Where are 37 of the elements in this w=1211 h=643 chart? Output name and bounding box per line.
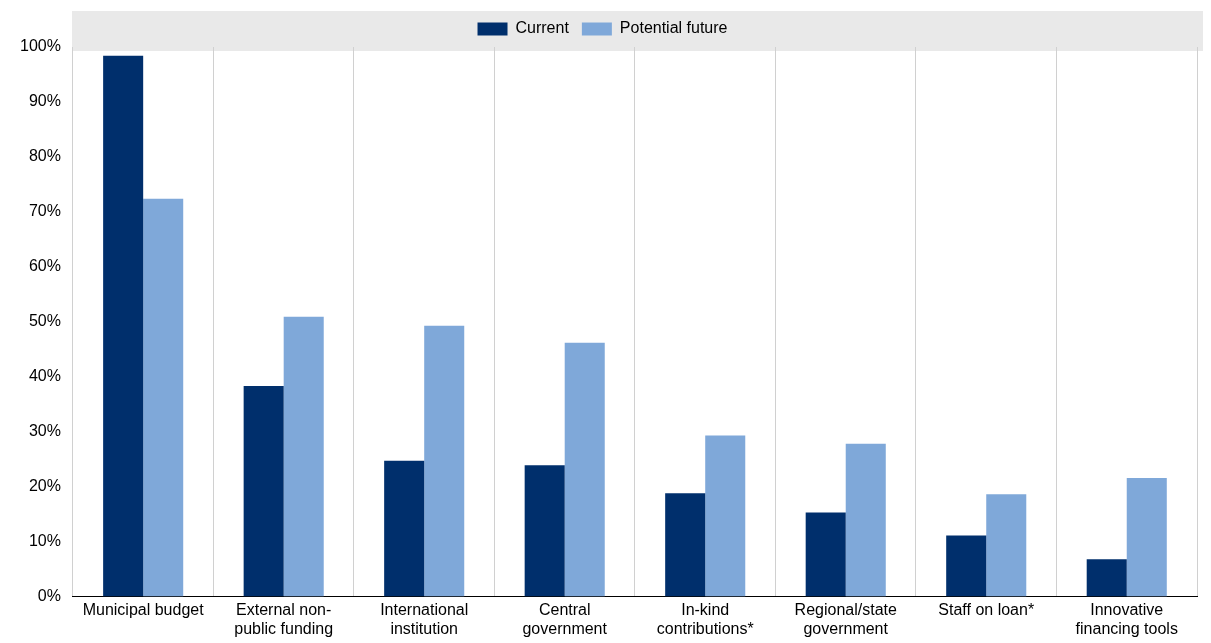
bar [564, 342, 605, 597]
bar [524, 465, 565, 597]
legend-label: Potential future [619, 19, 728, 37]
bar [986, 494, 1027, 597]
bar [103, 55, 144, 597]
bar [845, 443, 886, 597]
x-tick-label: Central government [522, 600, 608, 637]
x-tick-label: In-kind contributions* [656, 600, 754, 637]
legend-label: Current [515, 19, 570, 37]
x-tick-label: Innovative financing tools [1075, 600, 1178, 637]
x-tick-label: Municipal budget [82, 600, 205, 618]
bar [665, 493, 706, 597]
bar [1126, 477, 1167, 597]
bar [705, 435, 746, 597]
bar [946, 535, 987, 597]
bar [424, 325, 465, 597]
x-tick-label: International institution [380, 600, 469, 637]
bar [384, 460, 425, 597]
x-tick-label: Regional/state government [794, 600, 897, 637]
bar [1086, 559, 1127, 597]
y-tick-label: 40% [28, 367, 61, 385]
y-tick-label: 100% [20, 37, 61, 55]
y-tick-label: 60% [28, 257, 61, 275]
y-tick-label: 70% [28, 202, 61, 220]
bar [143, 198, 184, 597]
x-tick-label: External non-public funding [234, 600, 334, 637]
y-tick-label: 30% [28, 422, 61, 440]
y-tick-label: 10% [28, 532, 61, 550]
bar [283, 316, 324, 597]
y-tick-label: 20% [28, 477, 61, 495]
bar [243, 386, 284, 597]
y-tick-label: 80% [28, 147, 61, 165]
y-tick-label: 0% [37, 587, 61, 605]
y-tick-label: 90% [28, 92, 61, 110]
x-tick-label: Staff on loan* [938, 600, 1035, 618]
y-tick-label: 50% [28, 312, 61, 330]
bar [805, 512, 846, 597]
